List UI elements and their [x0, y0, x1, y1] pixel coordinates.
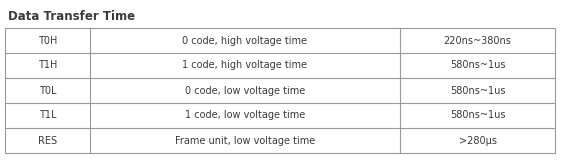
Text: 580ns~1us: 580ns~1us	[450, 111, 505, 120]
Text: 580ns~1us: 580ns~1us	[450, 85, 505, 96]
Text: T1L: T1L	[39, 111, 56, 120]
Text: 580ns~1us: 580ns~1us	[450, 60, 505, 71]
Text: >280μs: >280μs	[459, 136, 496, 145]
Text: T0L: T0L	[39, 85, 56, 96]
Text: 220ns~380ns: 220ns~380ns	[443, 36, 512, 45]
Text: 0 code, high voltage time: 0 code, high voltage time	[183, 36, 307, 45]
Text: RES: RES	[38, 136, 57, 145]
Text: T1H: T1H	[38, 60, 57, 71]
Text: Frame unit, low voltage time: Frame unit, low voltage time	[175, 136, 315, 145]
Text: 1 code, low voltage time: 1 code, low voltage time	[185, 111, 305, 120]
Text: T0H: T0H	[38, 36, 57, 45]
Text: 1 code, high voltage time: 1 code, high voltage time	[183, 60, 307, 71]
Bar	[5, 28, 555, 153]
Text: Data Transfer Time: Data Transfer Time	[8, 10, 135, 23]
Text: 0 code, low voltage time: 0 code, low voltage time	[185, 85, 305, 96]
